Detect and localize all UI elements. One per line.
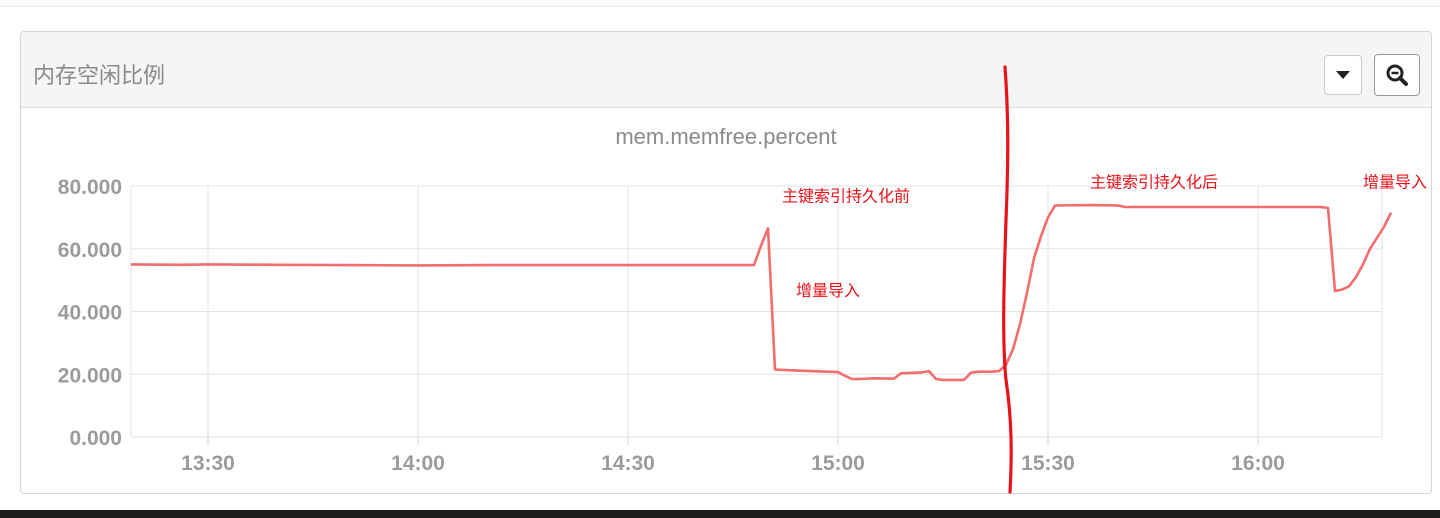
panel-title: 内存空闲比例 — [33, 64, 166, 89]
zoom-button[interactable] — [1374, 54, 1420, 96]
y-tick-label: 0.000 — [69, 427, 122, 450]
annotation-label: 主键索引持久化前 — [782, 187, 910, 206]
dropdown-button[interactable] — [1324, 55, 1362, 95]
x-tick-label: 15:30 — [1021, 452, 1075, 475]
chart-title: mem.memfree.percent — [615, 124, 836, 149]
y-tick-label: 60.000 — [58, 239, 122, 262]
x-tick-label: 14:00 — [391, 452, 445, 475]
annotation-label: 增量导入 — [1363, 173, 1427, 192]
x-tick-label: 14:30 — [601, 452, 655, 475]
series-line — [130, 203, 1393, 382]
y-tick-label: 20.000 — [58, 364, 122, 387]
caret-down-icon — [1336, 71, 1350, 79]
annotation-label: 增量导入 — [796, 281, 860, 300]
bottom-bar — [0, 510, 1440, 518]
series-layer — [130, 203, 1393, 382]
y-tick-label: 80.000 — [58, 176, 122, 199]
top-strip — [0, 0, 1440, 7]
x-tick-label: 16:00 — [1231, 452, 1285, 475]
x-tick-label: 15:00 — [811, 452, 865, 475]
x-tick-label: 13:30 — [181, 452, 235, 475]
zoom-out-icon — [1386, 64, 1408, 86]
chart-grid — [130, 185, 1383, 438]
marker-line — [1002, 65, 1013, 494]
y-tick-label: 40.000 — [58, 302, 122, 325]
chart-panel: 内存空闲比例 — [20, 31, 1432, 494]
annotation-label: 主键索引持久化后 — [1090, 173, 1218, 192]
x-axis: 13:30 14:00 14:30 15:00 15:30 16:00 — [181, 437, 1285, 475]
y-axis: 0.000 20.000 40.000 60.000 80.000 — [58, 176, 122, 450]
panel-header: 内存空闲比例 — [21, 32, 1431, 108]
